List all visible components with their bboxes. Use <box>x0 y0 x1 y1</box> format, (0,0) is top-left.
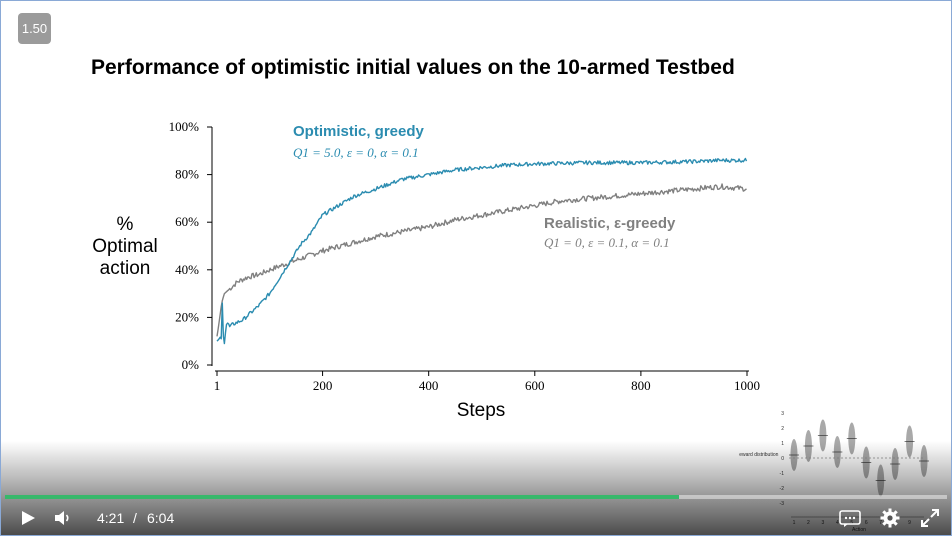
playback-speed-badge[interactable]: 1.50 <box>18 13 51 44</box>
progress-bar[interactable] <box>5 495 947 499</box>
inset-y-tick-label: 3 <box>781 411 784 417</box>
current-time: 4:21 <box>97 510 125 526</box>
volume-icon <box>55 511 69 525</box>
time-separator: / <box>133 510 137 526</box>
inset-y-tick-label: 2 <box>781 426 784 432</box>
chart-series <box>216 157 748 345</box>
y-tick-label: 0% <box>182 357 200 372</box>
settings-button[interactable] <box>880 508 900 528</box>
play-button[interactable] <box>19 509 37 527</box>
x-tick-label: 400 <box>419 378 439 393</box>
controls-gradient <box>1 441 951 535</box>
captions-icon <box>839 510 861 527</box>
x-axis-label: Steps <box>457 400 506 421</box>
y-tick-label: 20% <box>175 309 199 324</box>
x-tick-label: 600 <box>525 378 545 393</box>
x-tick-label: 1 <box>214 378 221 393</box>
ylabel-line: % <box>116 214 134 235</box>
y-tick-label: 80% <box>175 167 199 182</box>
x-tick-label: 200 <box>313 378 333 393</box>
chart-ylabel: % Optimal action <box>85 214 165 280</box>
fullscreen-icon <box>921 509 939 527</box>
chart-annotations: Optimistic, greedy Q1 = 5.0, ε = 0, α = 0… <box>293 123 676 250</box>
annotation-realistic-params: Q1 = 0, ε = 0.1, α = 0.1 <box>544 235 670 250</box>
series-line <box>216 157 748 345</box>
series-line <box>216 183 747 337</box>
x-tick-label: 1000 <box>734 378 760 393</box>
ylabel-line: action <box>99 258 151 279</box>
y-tick-label: 60% <box>175 214 199 229</box>
volume-button[interactable] <box>54 509 72 527</box>
y-tick-label: 40% <box>175 262 199 277</box>
fullscreen-button[interactable] <box>920 508 940 528</box>
y-tick-label: 100% <box>169 119 200 134</box>
play-icon <box>22 511 35 525</box>
annotation-realistic: Realistic, ε-greedy <box>544 215 676 232</box>
duration: 6:04 <box>147 510 175 526</box>
captions-button[interactable] <box>839 509 861 527</box>
x-tick-label: 800 <box>631 378 651 393</box>
chart-axes: 0% 20% 40% 60% 80% 100% 1 200 400 600 800 1000 Steps <box>169 119 760 421</box>
progress-fill <box>5 495 680 499</box>
slide-title: Performance of optimistic initial values… <box>91 56 735 79</box>
gear-icon <box>880 508 900 528</box>
annotation-optimistic-params: Q1 = 5.0, ε = 0, α = 0.1 <box>293 145 419 160</box>
annotation-optimistic: Optimistic, greedy <box>293 123 425 140</box>
ylabel-line: Optimal <box>92 236 158 257</box>
